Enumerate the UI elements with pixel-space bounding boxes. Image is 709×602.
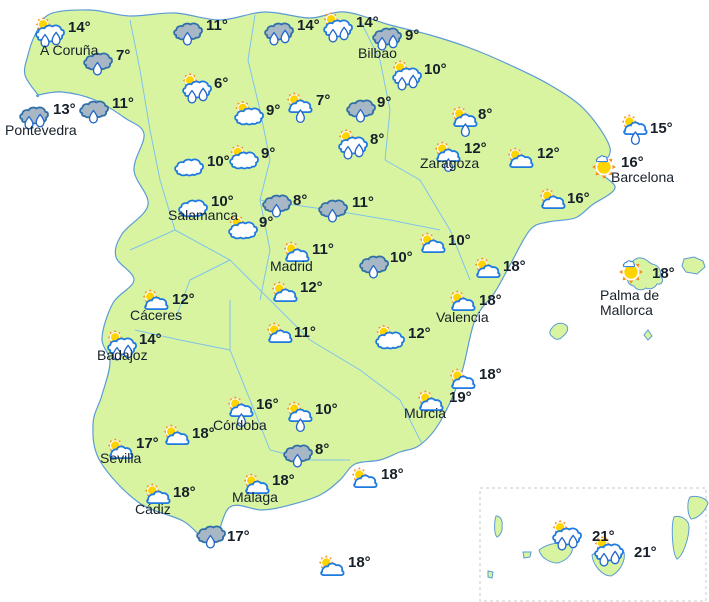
svg-text:Badajoz: Badajoz xyxy=(97,347,148,363)
svg-text:Málaga: Málaga xyxy=(232,489,278,505)
svg-text:7°: 7° xyxy=(316,92,330,109)
svg-text:Salamanca: Salamanca xyxy=(168,207,238,223)
svg-text:Mallorca: Mallorca xyxy=(600,302,653,318)
svg-text:10°: 10° xyxy=(315,401,338,418)
svg-text:15°: 15° xyxy=(650,120,673,137)
svg-text:Sevilla: Sevilla xyxy=(100,450,141,466)
svg-text:Barcelona: Barcelona xyxy=(611,169,674,185)
svg-text:11°: 11° xyxy=(294,324,316,341)
svg-text:14°: 14° xyxy=(139,331,162,348)
svg-text:11°: 11° xyxy=(352,194,374,211)
svg-text:12°: 12° xyxy=(300,279,323,296)
svg-text:Madrid: Madrid xyxy=(270,258,313,274)
svg-text:16°: 16° xyxy=(567,190,590,207)
svg-text:Zaragoza: Zaragoza xyxy=(420,155,479,171)
svg-text:9°: 9° xyxy=(377,94,391,111)
svg-text:18°: 18° xyxy=(479,366,502,383)
svg-text:Cádiz: Cádiz xyxy=(135,501,171,517)
svg-text:21°: 21° xyxy=(592,528,615,545)
svg-text:12°: 12° xyxy=(408,325,431,342)
svg-text:18°: 18° xyxy=(381,466,404,483)
svg-text:14°: 14° xyxy=(356,14,379,31)
svg-text:18°: 18° xyxy=(192,425,215,442)
svg-text:9°: 9° xyxy=(261,145,275,162)
svg-text:Pontevedra: Pontevedra xyxy=(5,122,77,138)
svg-text:11°: 11° xyxy=(312,241,334,258)
svg-text:18°: 18° xyxy=(479,292,502,309)
svg-text:8°: 8° xyxy=(293,192,307,209)
svg-text:18°: 18° xyxy=(348,554,371,571)
svg-text:18°: 18° xyxy=(173,484,196,501)
svg-text:12°: 12° xyxy=(537,145,560,162)
svg-text:17°: 17° xyxy=(227,528,250,545)
svg-text:A Coruña: A Coruña xyxy=(40,42,99,58)
svg-text:11°: 11° xyxy=(112,95,134,112)
svg-text:10°: 10° xyxy=(448,232,471,249)
svg-text:Córdoba: Córdoba xyxy=(213,417,267,433)
svg-text:16°: 16° xyxy=(256,396,279,413)
svg-text:14°: 14° xyxy=(68,19,91,36)
svg-text:7°: 7° xyxy=(116,47,130,64)
svg-text:Palma de: Palma de xyxy=(600,287,659,303)
svg-text:Bilbao: Bilbao xyxy=(358,45,397,61)
svg-text:9°: 9° xyxy=(266,102,280,119)
svg-text:18°: 18° xyxy=(652,265,675,282)
svg-text:10°: 10° xyxy=(424,61,447,78)
svg-text:18°: 18° xyxy=(503,258,526,275)
svg-text:13°: 13° xyxy=(53,101,76,118)
svg-text:8°: 8° xyxy=(478,106,492,123)
svg-text:21°: 21° xyxy=(634,544,657,561)
svg-text:10°: 10° xyxy=(207,153,230,170)
svg-text:11°: 11° xyxy=(206,17,228,34)
svg-text:19°: 19° xyxy=(449,389,472,406)
svg-text:10°: 10° xyxy=(390,249,413,266)
svg-text:9°: 9° xyxy=(259,214,273,231)
svg-text:14°: 14° xyxy=(297,17,320,34)
svg-text:8°: 8° xyxy=(315,441,329,458)
svg-text:12°: 12° xyxy=(172,291,195,308)
svg-text:Murcia: Murcia xyxy=(404,405,446,421)
svg-text:18°: 18° xyxy=(272,472,295,489)
svg-text:Cáceres: Cáceres xyxy=(130,307,182,323)
svg-text:6°: 6° xyxy=(214,75,228,92)
svg-text:9°: 9° xyxy=(405,27,419,44)
svg-text:8°: 8° xyxy=(370,131,384,148)
svg-text:Valencia: Valencia xyxy=(436,309,489,325)
